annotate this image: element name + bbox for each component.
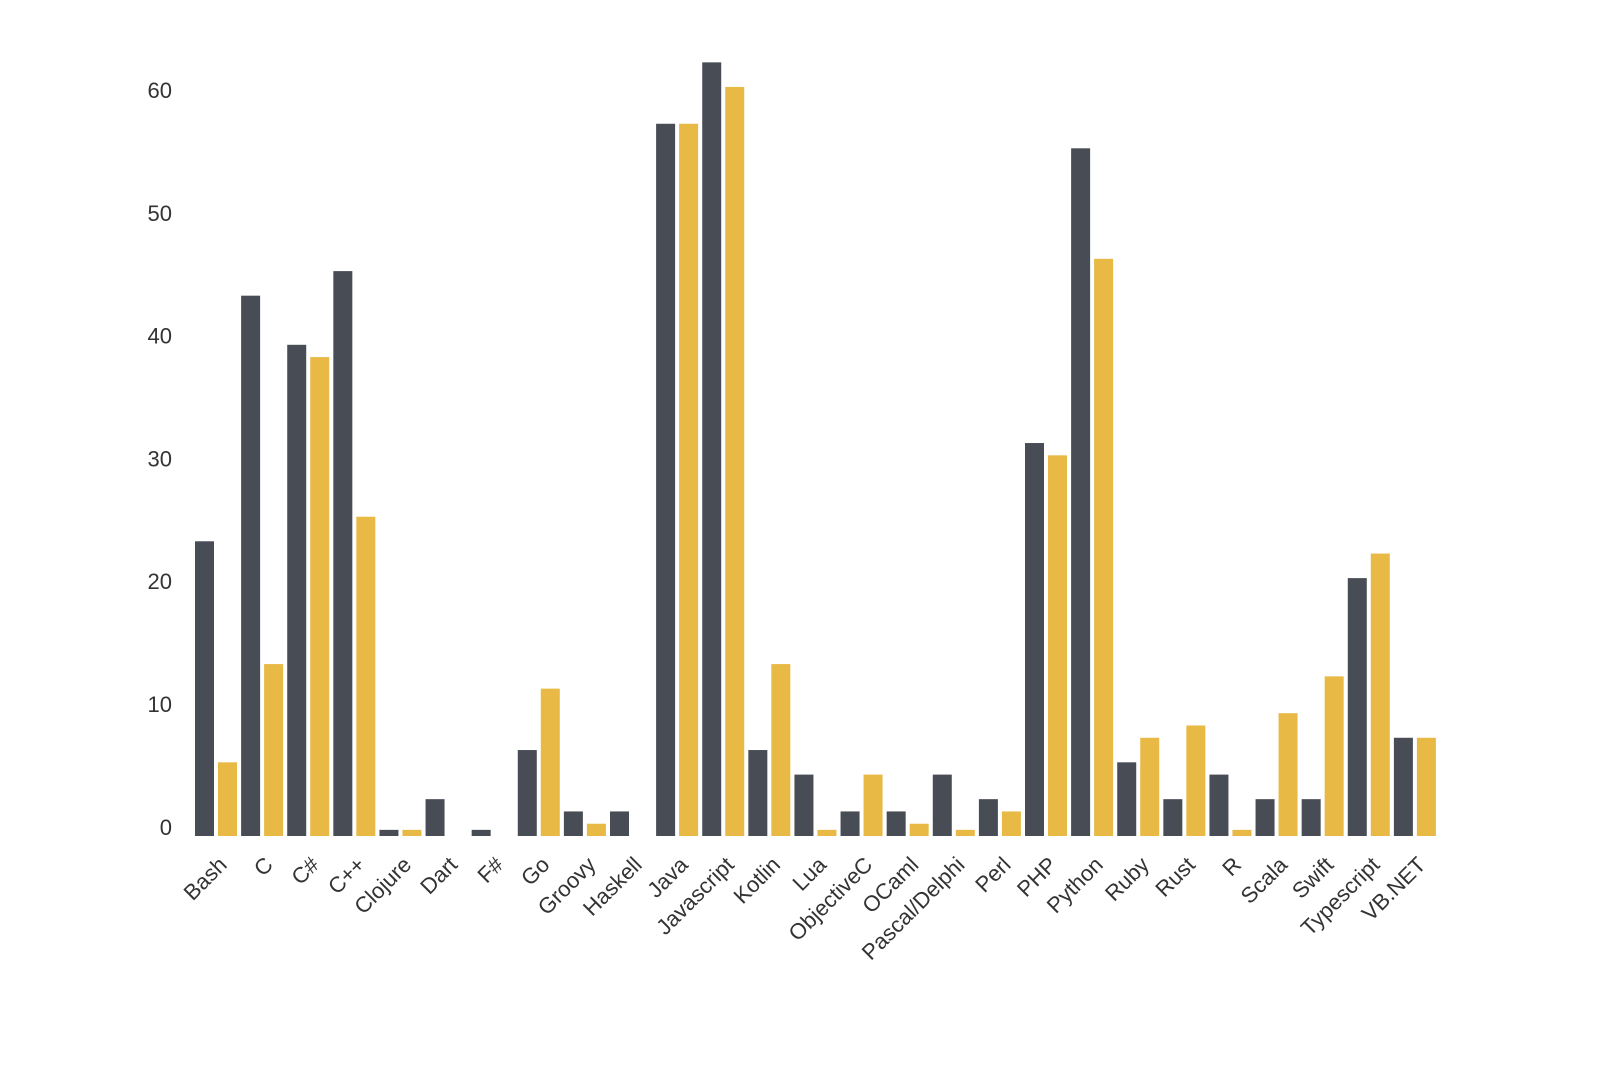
- bar: [471, 829, 491, 836]
- bar: [1209, 774, 1229, 836]
- bar: [725, 86, 745, 837]
- bar: [1278, 713, 1298, 836]
- bar: [1370, 553, 1390, 836]
- bar: [656, 123, 676, 836]
- x-tick-label: Rust: [1150, 852, 1200, 902]
- bar: [517, 750, 537, 836]
- x-tick-label: Kotlin: [728, 852, 785, 909]
- x-tick-label: Bash: [179, 852, 232, 905]
- x-tick-label: Scala: [1236, 851, 1293, 908]
- bar: [218, 762, 237, 836]
- bar: [195, 541, 214, 836]
- bar: [817, 829, 837, 836]
- bar: [1001, 811, 1021, 836]
- x-tick-label: F#: [473, 851, 509, 887]
- x-tick-label: C: [249, 852, 278, 881]
- bar: [702, 62, 722, 837]
- bar: [1232, 829, 1252, 836]
- bar: [1071, 148, 1091, 836]
- bar: [264, 664, 284, 836]
- bar: [1140, 737, 1160, 836]
- x-tick-label: Dart: [415, 852, 462, 899]
- y-tick-label: 10: [148, 692, 172, 717]
- bar: [909, 823, 929, 836]
- bar: [794, 774, 814, 836]
- bar: [1163, 799, 1183, 836]
- bar: [1186, 725, 1206, 836]
- bar: [1094, 258, 1114, 837]
- x-tick-label: Perl: [970, 852, 1015, 897]
- x-tick-label: Ruby: [1100, 852, 1154, 906]
- bar: [586, 823, 606, 836]
- bar: [1416, 737, 1436, 836]
- bar: [771, 664, 791, 836]
- bar: [1393, 737, 1413, 836]
- y-tick-label: 40: [148, 324, 172, 349]
- bar: [379, 829, 399, 836]
- bar: [540, 688, 560, 836]
- y-tick-label: 20: [148, 569, 172, 594]
- bar: [310, 357, 330, 836]
- x-tick-label: R: [1217, 852, 1246, 881]
- bar: [1301, 799, 1321, 836]
- bar: [287, 344, 307, 836]
- bar: [425, 799, 445, 836]
- y-tick-label: 30: [148, 446, 172, 471]
- bar: [563, 811, 583, 836]
- y-tick-label: 50: [148, 201, 172, 226]
- bar: [748, 750, 768, 836]
- x-tick-label: C#: [286, 851, 324, 889]
- bar: [1025, 443, 1044, 836]
- bar: [863, 774, 883, 836]
- bar: [840, 811, 860, 836]
- y-tick-label: 0: [160, 815, 172, 840]
- bar: [679, 123, 699, 836]
- bar: [1324, 676, 1344, 836]
- bar: [955, 829, 975, 836]
- bar: [1048, 455, 1067, 836]
- bar: [1117, 762, 1137, 836]
- y-tick-label: 60: [148, 78, 172, 103]
- bar: [402, 829, 422, 836]
- bar: [610, 811, 629, 836]
- bar: [978, 799, 998, 836]
- bar: [241, 295, 261, 836]
- bar: [932, 774, 952, 836]
- bar: [886, 811, 906, 836]
- bar: [1255, 799, 1275, 836]
- x-tick-label: Go: [516, 852, 554, 890]
- bar: [356, 516, 376, 836]
- bar: [333, 271, 353, 836]
- bar: [1347, 578, 1367, 836]
